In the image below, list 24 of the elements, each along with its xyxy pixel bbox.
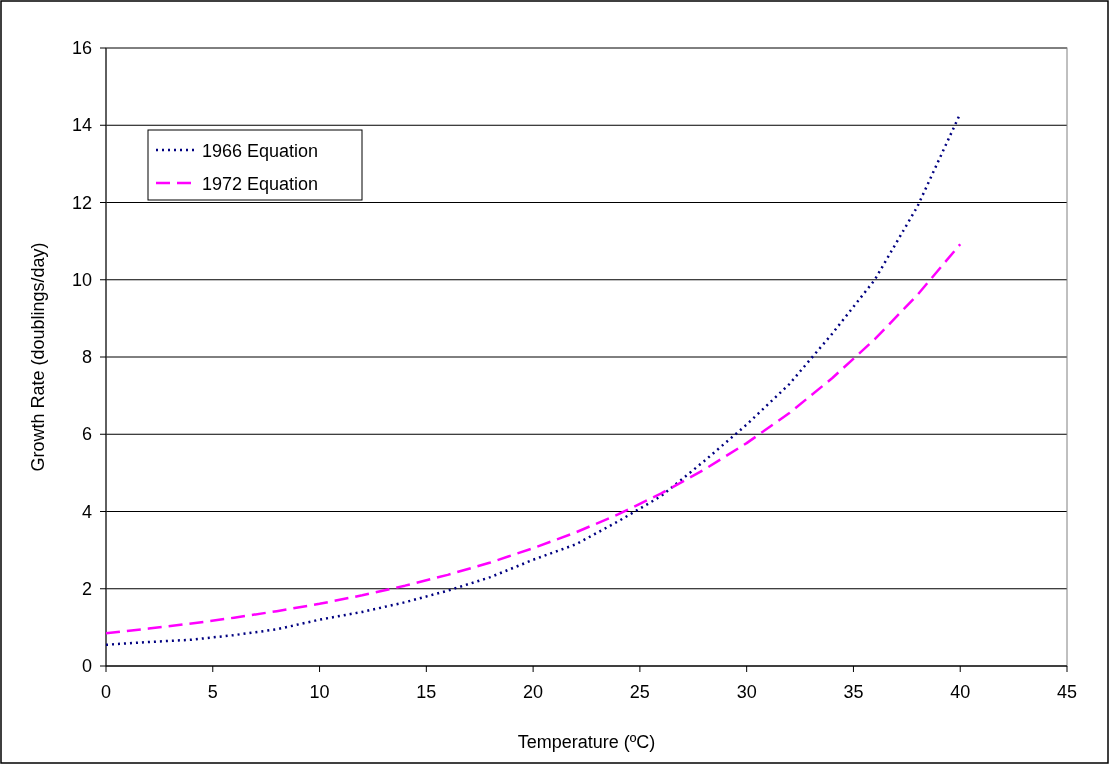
x-tick-label: 0 bbox=[100, 682, 112, 702]
y-tick-label: 2 bbox=[81, 578, 92, 599]
y-tick-label: 8 bbox=[81, 347, 92, 367]
y-tick-label: 0 bbox=[81, 656, 92, 676]
legend-label: 1966 Equation bbox=[202, 141, 319, 161]
x-tick-label: 40 bbox=[950, 682, 971, 702]
y-axis-title: Growth Rate (doublings/day) bbox=[28, 242, 48, 472]
y-tick-label: 10 bbox=[71, 269, 92, 290]
x-tick-label: 10 bbox=[309, 682, 330, 702]
line-series bbox=[104, 242, 962, 635]
x-axis-title: Temperature (ºC) bbox=[517, 732, 656, 752]
x-tick-label: 20 bbox=[523, 682, 544, 702]
y-tick-label: 14 bbox=[71, 115, 92, 136]
x-tick-label: 25 bbox=[629, 682, 650, 702]
y-tick-label: 16 bbox=[71, 38, 92, 58]
x-tick-label: 30 bbox=[736, 682, 757, 702]
y-tick-label: 6 bbox=[81, 424, 92, 445]
x-tick-label: 5 bbox=[207, 682, 218, 702]
legend-label: 1972 Equation bbox=[202, 174, 319, 194]
x-tick-label: 45 bbox=[1056, 682, 1078, 702]
y-tick-label: 12 bbox=[71, 192, 92, 213]
x-tick-label: 15 bbox=[416, 682, 437, 702]
y-tick-label: 4 bbox=[81, 501, 92, 522]
x-tick-label: 35 bbox=[843, 682, 864, 702]
